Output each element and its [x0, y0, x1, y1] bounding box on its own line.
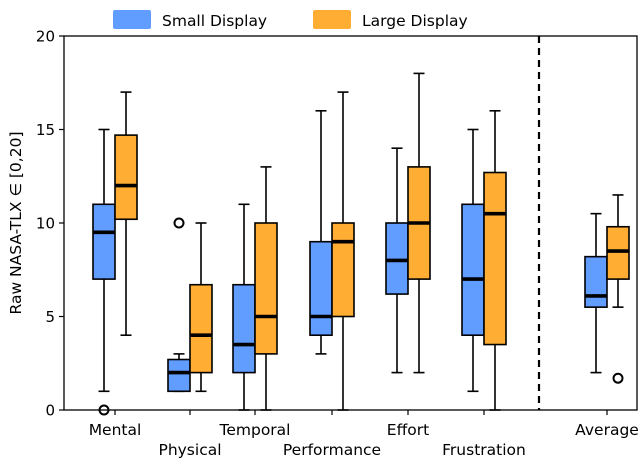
box — [232, 283, 256, 374]
legend-swatch-small-display — [113, 10, 151, 29]
box — [461, 203, 485, 336]
box — [254, 222, 278, 355]
legend-label-small-display: Small Display — [162, 12, 267, 30]
legend-swatch-large-display — [313, 10, 351, 29]
y-tick-label: 15 — [36, 121, 55, 139]
outlier-point — [173, 217, 185, 229]
y-tick-label: 10 — [36, 215, 55, 233]
box — [309, 240, 333, 336]
box — [92, 203, 116, 280]
legend-label-large-display: Large Display — [362, 12, 468, 30]
box — [114, 134, 138, 221]
outlier-point — [98, 404, 110, 416]
x-tick-label: Average — [575, 421, 639, 439]
x-tick-label: Mental — [89, 421, 142, 439]
x-tick-label: Temporal — [219, 421, 291, 439]
box — [483, 171, 507, 346]
x-tick-label: Effort — [387, 421, 429, 439]
box — [584, 255, 608, 308]
y-axis-title: Raw NASA-TLX ∈ [0,20] — [7, 132, 25, 315]
x-tick-label: Physical — [158, 441, 221, 458]
box — [189, 283, 213, 374]
box — [385, 222, 409, 295]
plot-area: 0 5 10 15 20 Mental Physical Temporal Performanc… — [36, 28, 639, 458]
y-tick-label: 20 — [36, 28, 55, 46]
box — [331, 222, 355, 318]
x-tick-label: Performance — [283, 441, 381, 458]
box — [167, 358, 191, 393]
x-tick-label: Frustration — [442, 441, 526, 458]
box — [606, 225, 630, 280]
y-tick-label: 0 — [45, 402, 55, 420]
outlier-point — [612, 372, 624, 384]
y-tick-label: 5 — [45, 308, 55, 326]
legend: Small Display Large Display — [113, 10, 468, 30]
